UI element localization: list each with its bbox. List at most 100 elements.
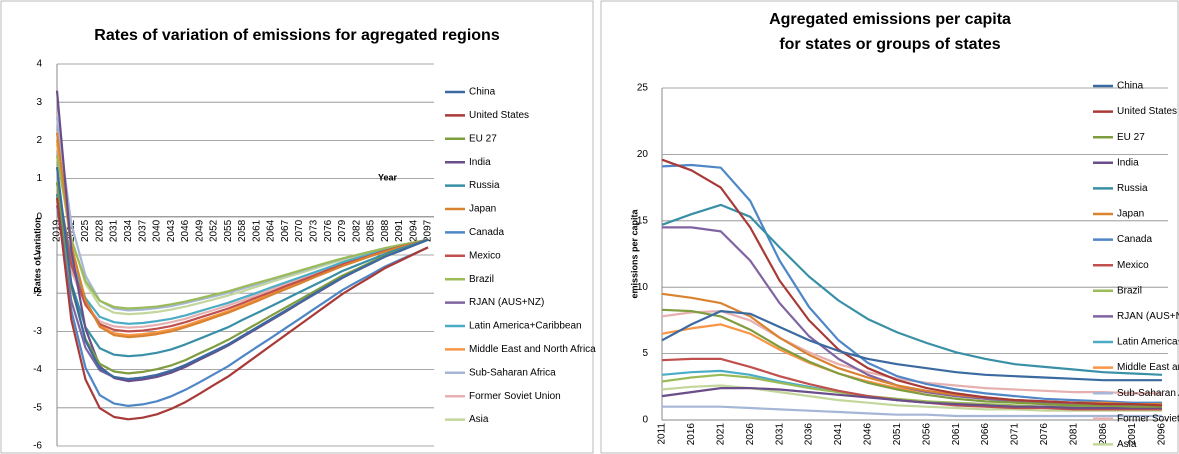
legend-label: Canada	[1117, 234, 1152, 245]
legend-label: Japan	[1117, 209, 1144, 220]
x-tick-label: 2016	[686, 423, 697, 446]
legend-label: Latin America+Caribbean	[469, 321, 582, 332]
x-tick-label: 2076	[323, 219, 334, 242]
legend-label: EU 27	[1117, 132, 1145, 143]
y-tick-label: 0	[642, 415, 648, 426]
y-tick-label: 1	[36, 173, 42, 184]
legend-label: Russia	[469, 180, 500, 191]
x-tick-label: 2037	[137, 219, 148, 242]
legend-label: Middle East and North Africa	[469, 344, 596, 355]
legend-label: Russia	[1117, 183, 1148, 194]
series-line	[661, 163, 1162, 404]
x-tick-label: 2031	[774, 423, 785, 446]
legend-label: Asia	[1117, 439, 1137, 450]
x-tick-label: 2091	[1127, 423, 1138, 446]
y-tick-label: -3	[33, 326, 42, 337]
series-line	[55, 193, 429, 358]
x-tick-label: 2097	[423, 219, 434, 242]
legend-label: RJAN (AUS+NZ)	[1117, 311, 1179, 322]
x-tick-label: 2026	[745, 423, 756, 446]
x-tick-label: 2049	[194, 219, 205, 242]
y-tick-label: 0	[36, 211, 42, 222]
series-line	[55, 193, 429, 407]
legend-label: RJAN (AUS+NZ)	[469, 297, 544, 308]
x-tick-label: 2088	[380, 219, 391, 242]
legend-label: Sub-Saharan Africa	[1117, 388, 1179, 399]
chart-title: Agregated emissions per capita	[769, 11, 1011, 28]
x-tick-label: 2094	[408, 219, 419, 242]
legend-label: Canada	[469, 227, 504, 238]
x-tick-label: 2031	[109, 219, 120, 242]
x-tick-label: 2076	[1039, 423, 1050, 446]
legend-label: United States	[469, 110, 529, 121]
y-tick-label: 20	[637, 149, 649, 160]
y-tick-label: 15	[637, 215, 649, 226]
legend-label: EU 27	[469, 133, 497, 144]
x-tick-label: 2056	[921, 423, 932, 446]
x-tick-label: 2071	[1010, 423, 1021, 446]
x-tick-label: 2058	[237, 219, 248, 242]
x-axis-title: Year	[378, 172, 398, 182]
series-line	[661, 203, 1163, 376]
x-tick-label: 2070	[294, 219, 305, 242]
legend-label: Brazil	[469, 274, 494, 285]
x-tick-label: 2034	[123, 219, 134, 242]
legend-label: Former Soviet Union	[1117, 413, 1179, 424]
legend-label: Asia	[469, 414, 489, 425]
x-tick-label: 2011	[657, 423, 668, 445]
series-line	[55, 132, 429, 339]
x-tick-label: 2085	[366, 219, 377, 242]
x-tick-label: 2036	[804, 423, 815, 446]
legend-label: Brazil	[1117, 285, 1142, 296]
x-tick-label: 2043	[166, 219, 177, 242]
y-tick-label: 25	[637, 83, 649, 94]
series-line	[55, 182, 429, 325]
x-tick-label: 2066	[980, 423, 991, 446]
y-tick-label: 5	[642, 348, 648, 359]
series-line	[661, 158, 1163, 407]
x-tick-label: 2041	[833, 423, 844, 446]
x-tick-label: 2046	[180, 219, 191, 242]
x-tick-label: 2067	[280, 219, 291, 242]
y-tick-label: 4	[36, 59, 42, 70]
x-tick-label: 2055	[223, 219, 234, 242]
x-tick-label: 2073	[308, 219, 319, 242]
legend-label: Sub-Saharan Africa	[469, 367, 556, 378]
x-tick-label: 2022	[66, 219, 77, 242]
x-tick-label: 2091	[394, 219, 405, 242]
y-axis-title: emissions per capita	[629, 208, 639, 298]
x-tick-label: 2064	[266, 219, 277, 242]
y-tick-label: -5	[33, 402, 42, 413]
y-tick-label: 10	[637, 282, 649, 293]
x-tick-label: 2086	[1098, 423, 1109, 446]
legend-label: United States	[1117, 106, 1177, 117]
legend-label: Latin America+Caribbean	[1117, 337, 1179, 348]
x-tick-label: 2019	[52, 219, 63, 242]
x-tick-label: 2081	[1068, 423, 1079, 446]
legend-label: Former Soviet Union	[469, 391, 561, 402]
legend-label: Mexico	[469, 250, 501, 261]
legend-label: Middle East and North Africa	[1117, 362, 1179, 373]
x-tick-label: 2061	[951, 423, 962, 446]
y-tick-label: -4	[33, 364, 42, 375]
legend-label: Japan	[469, 204, 496, 215]
series-line	[55, 197, 429, 421]
series-line	[661, 373, 1162, 410]
x-tick-label: 2082	[351, 219, 362, 242]
x-tick-label: 2025	[80, 219, 91, 242]
y-tick-label: 2	[36, 135, 42, 146]
y-tick-label: -1	[33, 250, 42, 261]
x-tick-label: 2046	[863, 423, 874, 446]
x-tick-label: 2051	[892, 423, 903, 446]
y-tick-label: -6	[33, 441, 42, 452]
series-line	[661, 310, 1162, 382]
x-tick-label: 2021	[715, 423, 726, 446]
series-line	[662, 405, 1162, 418]
series-line	[661, 387, 1162, 410]
x-tick-label: 2028	[94, 219, 105, 242]
series-line	[661, 308, 1162, 408]
series-line	[55, 155, 429, 310]
chart-title: for states or groups of states	[779, 36, 1000, 53]
legend-label: India	[1117, 157, 1139, 168]
